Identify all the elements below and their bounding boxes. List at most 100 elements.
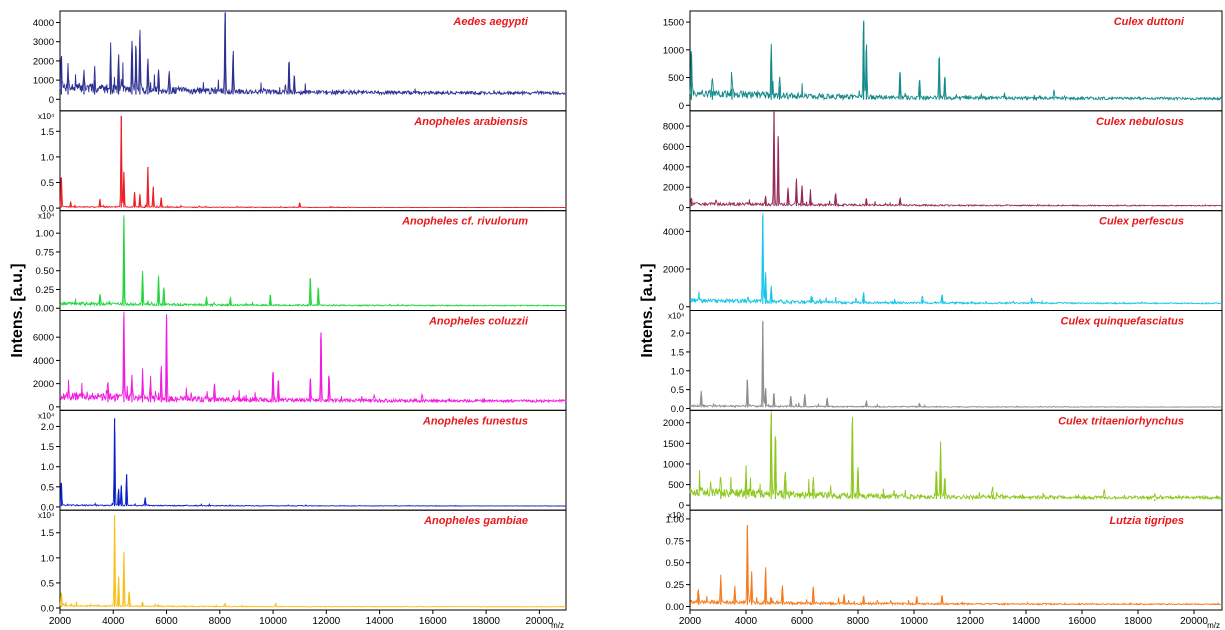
spectrum-panel: 0.0 0.5 1.0 1.5 2.0 x10⁴ Anopheles funestus: [38, 409, 567, 513]
y-tick-label: 2000: [663, 418, 684, 429]
y-tick-label: 0.75: [666, 536, 685, 547]
x-tick-label: 10000: [900, 616, 928, 627]
y-tick-label: 1500: [663, 18, 684, 29]
y-tick-label: 0.5: [671, 385, 684, 396]
species-name: Anopheles coluzzii: [428, 316, 529, 328]
x-axis-label: m/z: [1207, 621, 1220, 630]
x-tick-label: 2000: [49, 616, 72, 627]
y-tick-label: 0: [49, 402, 54, 413]
species-name: Culex duttoni: [1114, 16, 1185, 28]
x-tick-label: 8000: [847, 616, 870, 627]
y-tick-label: 1000: [663, 459, 684, 470]
x-tick-label: 8000: [209, 616, 232, 627]
x-tick-label: 20000: [525, 616, 553, 627]
x-tick-label: 6000: [155, 616, 178, 627]
x-tick-label: 14000: [1012, 616, 1040, 627]
spectrum-panel: 0 500 1000 1500 Culex duttoni: [663, 10, 1223, 112]
y-tick-label: 4000: [663, 162, 684, 173]
y-tick-label: 0.0: [41, 502, 54, 513]
spectrum-panel: 0 2000 4000 6000 Anopheles coluzzii: [33, 310, 567, 413]
y-tick-label: 2.0: [671, 329, 684, 340]
spectrum-panel: 0 2000 4000 6000 8000 Culex nebulosus: [663, 110, 1223, 214]
spectrum-trace: [59, 115, 567, 209]
y-tick-label: 1.0: [41, 152, 54, 163]
scale-label: x10⁴: [668, 312, 685, 321]
panel-frame: [689, 509, 1223, 611]
scale-label: x10⁴: [38, 212, 55, 221]
species-name: Culex quinquefasciatus: [1061, 316, 1184, 328]
spectrum-trace: [59, 12, 567, 97]
x-tick-label: 16000: [419, 616, 447, 627]
y-tick-label: 1500: [663, 439, 684, 450]
spectrum-trace: [689, 320, 1223, 409]
y-tick-label: 0.25: [666, 580, 685, 591]
y-tick-label: 0: [679, 101, 684, 112]
x-tick-label: 18000: [472, 616, 500, 627]
y-tick-label: 1.0: [671, 366, 684, 377]
species-name: Anopheles gambiae: [423, 515, 528, 527]
x-tick-label: 18000: [1124, 616, 1152, 627]
y-tick-label: 500: [668, 480, 684, 491]
y-tick-label: 0.5: [41, 178, 54, 189]
y-tick-label: 0: [679, 302, 684, 313]
left-spectra-column: Intens. [a.u.] 0 1000 2000 3000 4000 Aedes aeg…: [9, 10, 567, 630]
y-tick-label: 2000: [663, 183, 684, 194]
y-tick-label: 0.75: [36, 247, 55, 258]
y-tick-label: 6000: [33, 333, 54, 344]
species-name: Anopheles funestus: [422, 415, 528, 427]
scale-label: x10⁴: [38, 511, 55, 520]
spectrum-trace: [59, 424, 566, 508]
y-tick-label: 0.0: [41, 603, 54, 614]
y-axis-label: Intens. [a.u.]: [9, 263, 26, 357]
y-tick-label: 3000: [33, 37, 54, 48]
spectrum-panel: 0.0 0.5 1.0 1.5 2.0 x10⁴ Culex quinquefasciatu…: [668, 310, 1223, 415]
y-tick-label: 6000: [663, 142, 684, 153]
species-name: Anopheles cf. rivulorum: [401, 216, 528, 228]
y-tick-label: 2.0: [41, 422, 54, 433]
y-tick-label: 500: [668, 73, 684, 84]
x-tick-label: 14000: [366, 616, 394, 627]
x-tick-label: 4000: [735, 616, 758, 627]
y-tick-label: 4000: [33, 18, 54, 29]
y-tick-label: 2000: [33, 56, 54, 67]
y-tick-label: 1.0: [41, 462, 54, 473]
species-name: Culex tritaeniorhynchus: [1058, 415, 1184, 427]
species-name: Culex nebulosus: [1096, 116, 1184, 128]
y-axis-label: Intens. [a.u.]: [639, 263, 656, 357]
y-tick-label: 1000: [663, 45, 684, 56]
species-name: Culex perfescus: [1099, 216, 1184, 228]
y-tick-label: 0.00: [36, 304, 55, 315]
species-name: Lutzia tigripes: [1109, 515, 1184, 527]
y-tick-label: 0.5: [41, 482, 54, 493]
x-tick-label: 20000: [1180, 616, 1208, 627]
spectrum-trace: [689, 411, 1223, 501]
scale-label: x10⁴: [38, 112, 55, 121]
x-axis-label: m/z: [551, 621, 564, 630]
y-tick-label: 2000: [33, 379, 54, 390]
y-tick-label: 0.25: [36, 285, 55, 296]
y-tick-label: 1.5: [41, 442, 54, 453]
y-tick-label: 4000: [33, 356, 54, 367]
species-name: Anopheles arabiensis: [413, 116, 528, 128]
y-tick-label: 0.00: [666, 602, 685, 613]
x-tick-label: 12000: [312, 616, 340, 627]
y-tick-label: 1.00: [666, 514, 685, 525]
x-tick-label: 4000: [102, 616, 125, 627]
y-tick-label: 1.5: [41, 127, 54, 138]
spectrum-panel: 0.00 0.25 0.50 0.75 1.00 x10⁴ Anopheles cf. ri…: [36, 210, 567, 315]
x-tick-label: 6000: [791, 616, 814, 627]
y-tick-label: 0.50: [36, 266, 55, 277]
spectrum-trace: [59, 311, 567, 404]
y-tick-label: 4000: [663, 227, 684, 238]
species-name: Aedes aegypti: [452, 16, 529, 28]
y-tick-label: 0.0: [671, 404, 684, 415]
x-tick-label: 12000: [956, 616, 984, 627]
spectrum-panel: 0 1000 2000 3000 4000 Aedes aegypti: [33, 10, 567, 112]
x-tick-label: 2000: [679, 616, 702, 627]
y-tick-label: 2000: [663, 265, 684, 276]
y-tick-label: 1.00: [36, 229, 55, 240]
spectrum-panel: 0 2000 4000 Culex perfescus: [663, 210, 1223, 313]
y-tick-label: 1.0: [41, 553, 54, 564]
